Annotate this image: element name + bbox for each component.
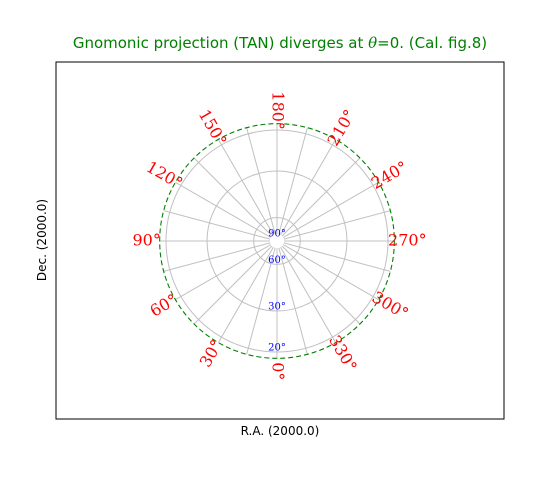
x-axis-label: R.A. (2000.0)	[241, 424, 320, 438]
dec-label-20: 20°	[268, 343, 286, 354]
ra-meridian-315	[281, 245, 361, 325]
ra-meridian-285	[283, 242, 391, 272]
chart-title: Gnomonic projection (TAN) diverges at θ=…	[73, 34, 487, 52]
plot-frame	[55, 61, 505, 420]
ra-meridian-210	[280, 139, 337, 236]
ra-label-180: 180°	[269, 91, 288, 130]
y-axis-label: Dec. (2000.0)	[35, 199, 49, 281]
ra-label-90: 90°	[132, 231, 160, 250]
ra-meridian-330	[280, 246, 337, 343]
ra-meridian-105	[163, 210, 271, 240]
ra-meridian-15	[246, 247, 276, 355]
ra-meridian-300	[282, 244, 379, 301]
ra-meridian-225	[281, 157, 361, 237]
dec-label-30: 30°	[268, 301, 286, 312]
ra-meridian-150	[217, 139, 274, 236]
ra-meridian-135	[193, 157, 273, 237]
ra-meridian-75	[163, 242, 271, 272]
chart-title-suffix: =0. (Cal. fig.8)	[377, 34, 487, 52]
ra-label-270: 270°	[388, 231, 427, 250]
dec-label-90: 90°	[268, 229, 286, 240]
ra-meridian-240	[282, 181, 379, 238]
ra-meridian-165	[246, 127, 276, 235]
ra-meridian-120	[175, 181, 272, 238]
ra-label-0: 0°	[269, 362, 288, 380]
ra-meridian-195	[278, 127, 308, 235]
dec-label-60: 60°	[268, 255, 286, 266]
dec-labels: 90° 60° 30° 20°	[268, 229, 286, 354]
ra-meridian-60	[175, 244, 272, 301]
ra-meridian-45	[193, 245, 273, 325]
ra-meridian-255	[283, 210, 391, 240]
chart-title-prefix: Gnomonic projection (TAN) diverges at	[73, 34, 368, 52]
ra-meridian-30	[217, 246, 274, 343]
projection-border	[159, 123, 395, 359]
ra-meridian-345	[278, 247, 308, 355]
chart-title-math: θ	[368, 34, 377, 52]
graticule	[159, 123, 395, 359]
